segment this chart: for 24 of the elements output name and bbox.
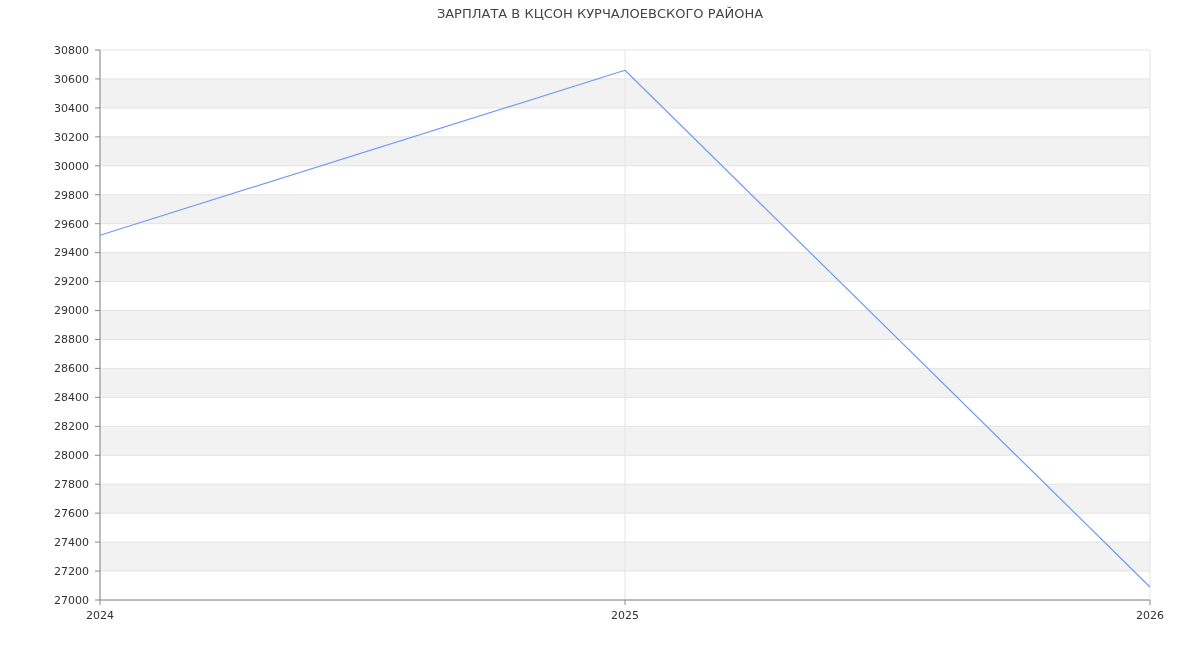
- y-tick-label: 29800: [54, 188, 89, 202]
- x-tick-label: 2026: [1136, 609, 1164, 622]
- y-tick-label: 28400: [54, 391, 89, 405]
- y-tick-label: 27000: [54, 593, 89, 607]
- y-tick-label: 28600: [54, 362, 89, 376]
- y-tick-label: 30200: [54, 130, 89, 144]
- x-tick-label: 2025: [611, 609, 639, 622]
- chart-title: ЗАРПЛАТА В КЦСОН КУРЧАЛОЕВСКОГО РАЙОНА: [436, 6, 764, 21]
- y-tick-label: 30400: [54, 101, 89, 115]
- y-tick-label: 30600: [54, 72, 89, 86]
- y-tick-label: 27400: [54, 535, 89, 549]
- y-tick-label: 27600: [54, 507, 89, 521]
- y-tick-label: 29000: [54, 304, 89, 318]
- y-tick-label: 28000: [54, 449, 89, 463]
- y-tick-label: 28200: [54, 420, 89, 434]
- y-tick-label: 28800: [54, 333, 89, 347]
- y-tick-label: 29600: [54, 217, 89, 231]
- x-tick-label: 2024: [86, 609, 114, 622]
- y-tick-label: 30000: [54, 159, 89, 173]
- y-tick-label: 30800: [54, 43, 89, 57]
- y-tick-label: 29400: [54, 246, 89, 260]
- y-tick-label: 29200: [54, 275, 89, 289]
- y-tick-label: 27800: [54, 478, 89, 492]
- y-tick-label: 27200: [54, 564, 89, 578]
